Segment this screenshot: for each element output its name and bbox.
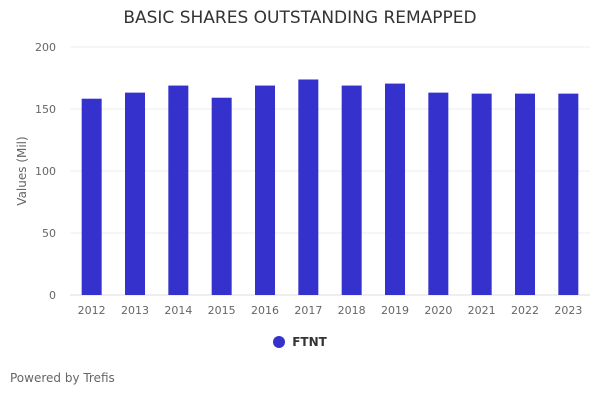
chart-title: BASIC SHARES OUTSTANDING REMAPPED — [123, 8, 477, 28]
y-tick-label: 200 — [35, 41, 56, 54]
legend-marker-icon — [273, 336, 286, 348]
powered-by-credit: Powered by Trefis — [10, 371, 115, 385]
x-tick-label: 2013 — [121, 304, 149, 317]
legend: FTNT — [0, 335, 600, 349]
y-tick-label: 150 — [35, 103, 56, 116]
x-tick-label: 2016 — [251, 304, 279, 317]
x-tick-label: 2020 — [424, 304, 452, 317]
bar-2017 — [298, 79, 319, 295]
x-tick-label: 2015 — [208, 304, 236, 317]
bar-chart: 0 50 100 150 200 Values (Mil) 2012 2013 2014 2015… — [15, 41, 590, 317]
bar-2014 — [168, 85, 189, 296]
x-tick-label: 2023 — [554, 304, 582, 317]
bar-2021 — [471, 93, 492, 296]
bar-2020 — [428, 92, 449, 295]
y-axis-label: Values (Mil) — [15, 136, 29, 205]
x-tick-label: 2018 — [338, 304, 366, 317]
y-tick-label: 0 — [49, 289, 56, 302]
x-tick-label: 2017 — [294, 304, 322, 317]
bar-2023 — [558, 93, 579, 296]
x-tick-label: 2014 — [164, 304, 192, 317]
legend-label: FTNT — [292, 335, 327, 349]
y-tick-label: 100 — [35, 165, 56, 178]
bar-2012 — [81, 98, 102, 295]
x-tick-label: 2022 — [511, 304, 539, 317]
bar-2016 — [255, 85, 275, 296]
x-tick-label: 2012 — [78, 304, 106, 317]
y-tick-label: 50 — [42, 227, 56, 240]
bar-2018 — [341, 85, 362, 296]
bar-2022 — [515, 93, 535, 296]
x-tick-label: 2019 — [381, 304, 409, 317]
bar-2019 — [385, 83, 405, 295]
bar-2013 — [125, 92, 145, 295]
bar-2015 — [211, 97, 232, 295]
x-tick-label: 2021 — [468, 304, 496, 317]
